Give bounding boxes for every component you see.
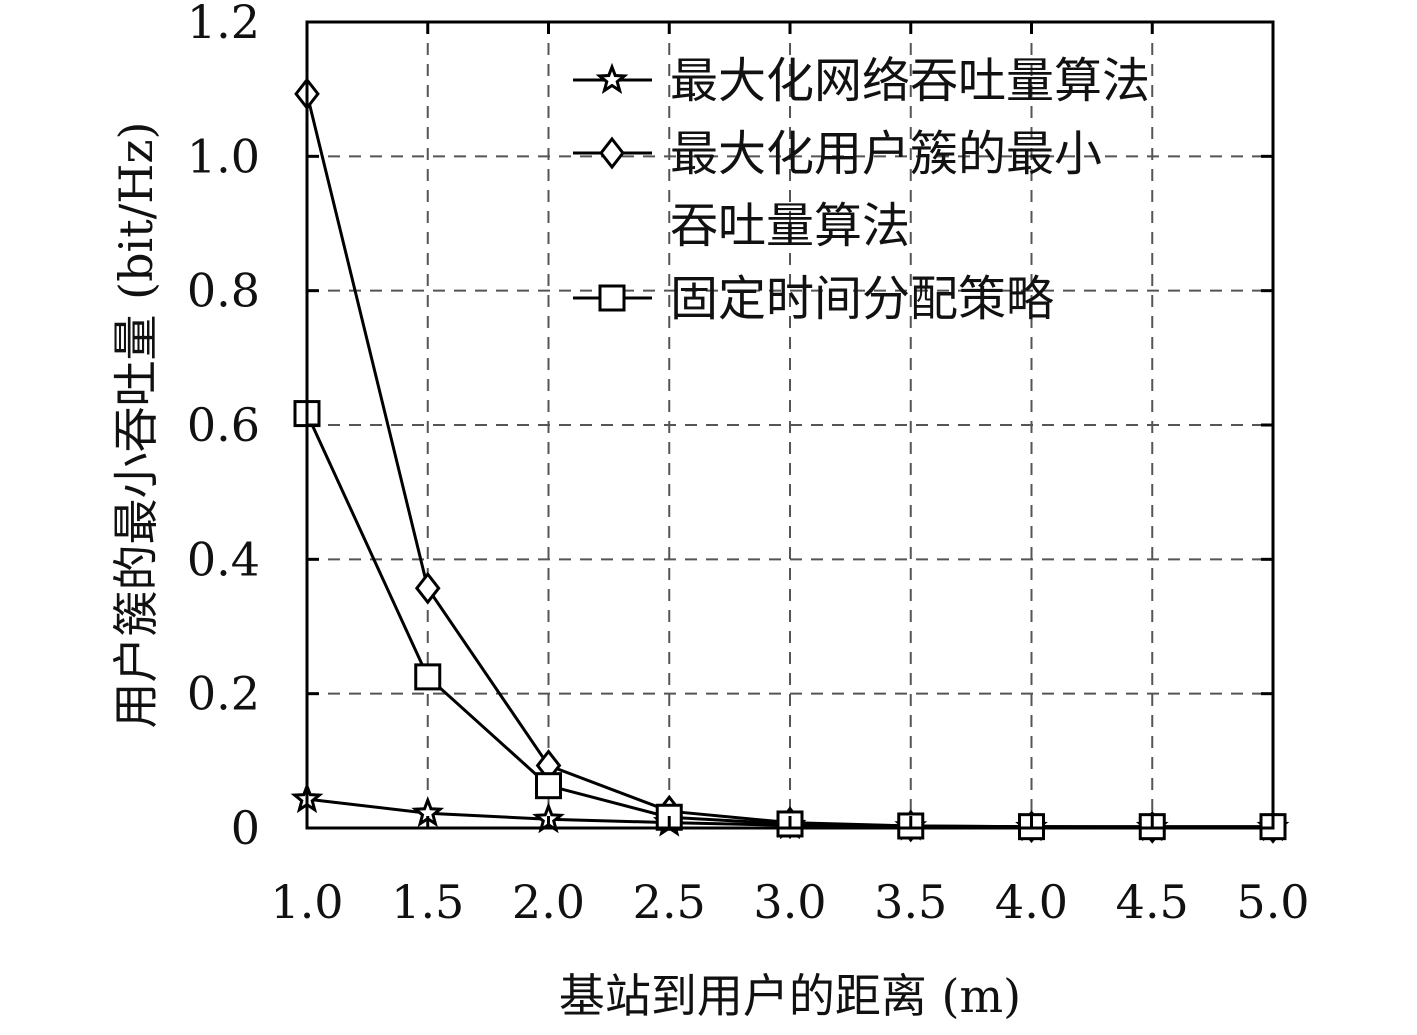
y-tick-label: 0.6 xyxy=(187,398,260,452)
x-axis-title: 基站到用户的距离 (m) xyxy=(559,969,1021,1023)
y-tick-label: 0.2 xyxy=(187,667,260,721)
x-tick-label: 2.0 xyxy=(512,875,585,929)
x-tick-label: 3.0 xyxy=(753,875,826,929)
data-point-square xyxy=(535,772,562,800)
x-tick-label: 5.0 xyxy=(1236,875,1309,929)
legend-label: 吞吐量算法 xyxy=(670,198,910,254)
y-tick-labels: 0 0.2 0.4 0.6 0.8 1.0 1.2 xyxy=(187,0,260,855)
x-tick-label: 3.5 xyxy=(874,875,947,929)
grid-lines xyxy=(307,22,1273,828)
y-tick-label: 0 xyxy=(231,801,260,855)
x-tick-label: 1.0 xyxy=(270,875,343,929)
legend-marker-square xyxy=(598,284,626,312)
data-point-square xyxy=(776,810,804,838)
y-tick-label: 1.2 xyxy=(187,0,260,49)
legend-marker-star xyxy=(595,62,629,94)
legend-marker-diamond xyxy=(599,136,625,170)
data-point-diamond xyxy=(414,571,441,605)
axis-ticks xyxy=(305,20,1275,830)
x-tick-label: 4.5 xyxy=(1116,875,1189,929)
legend-label: 最大化网络吞吐量算法 xyxy=(670,53,1150,109)
x-tick-label: 4.0 xyxy=(995,875,1068,929)
x-tick-label: 1.5 xyxy=(391,875,464,929)
legend-label: 固定时间分配策略 xyxy=(670,271,1054,327)
legend-entry: 最大化网络吞吐量算法 xyxy=(573,53,1150,109)
x-tick-label: 2.5 xyxy=(633,875,706,929)
x-tick-labels: 1.0 1.5 2.0 2.5 3.0 3.5 4.0 4.5 5.0 xyxy=(270,875,1309,929)
y-tick-label: 0.4 xyxy=(187,532,260,586)
legend-entry: 固定时间分配策略 xyxy=(573,271,1054,327)
y-tick-label: 1.0 xyxy=(187,129,260,183)
legend-label: 最大化用户簇的最小 xyxy=(670,126,1102,182)
y-tick-label: 0.8 xyxy=(187,264,260,318)
y-axis-title: 用户簇的最小吞吐量 (bit/Hz) xyxy=(109,121,163,728)
data-point-square xyxy=(414,663,442,691)
